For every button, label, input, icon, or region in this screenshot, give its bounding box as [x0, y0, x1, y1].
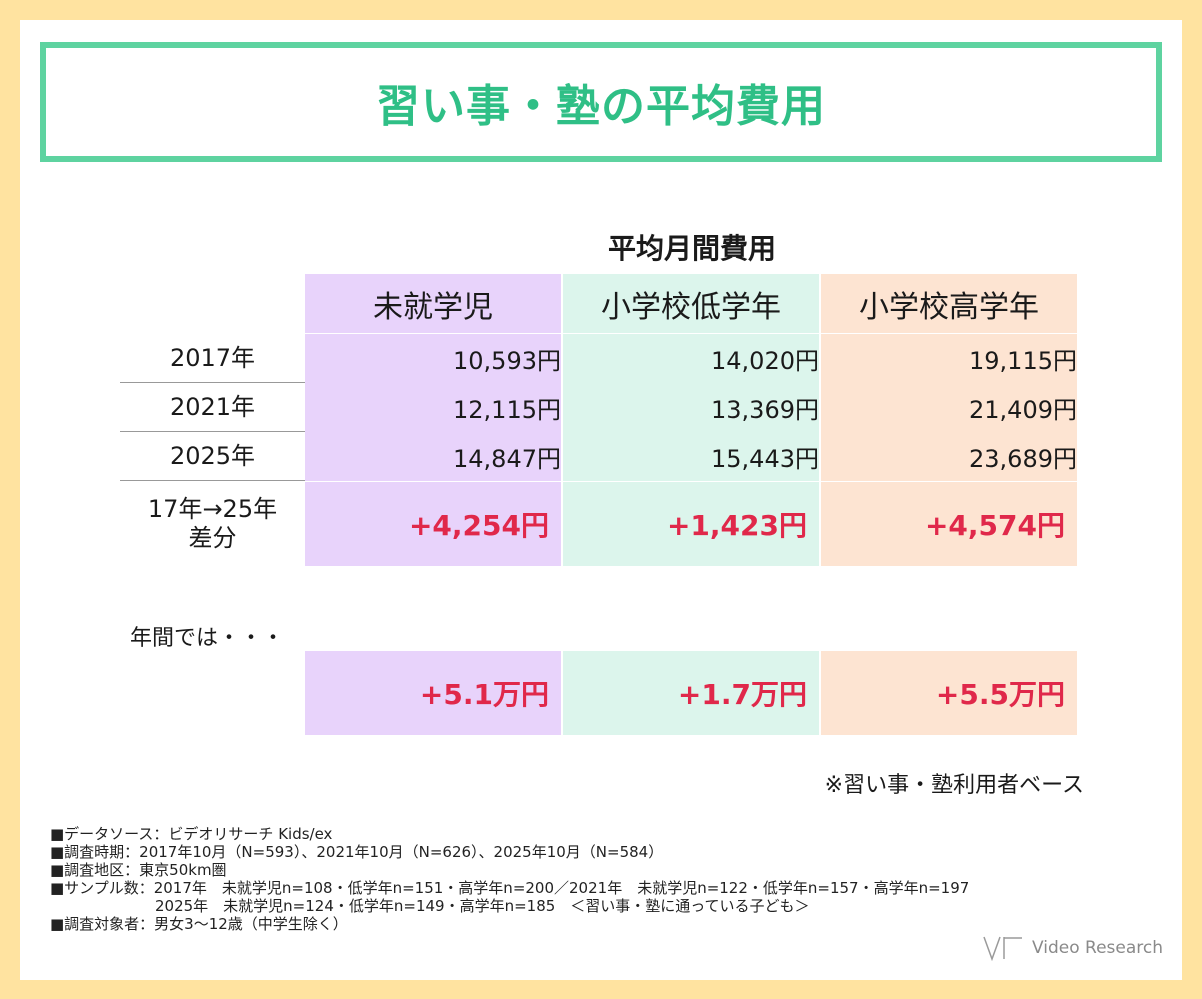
annual-cell: +5.5万円 [821, 651, 1077, 735]
annual-label: 年間では・・・ [130, 626, 285, 651]
diff-cell: +4,254円 [305, 482, 561, 566]
diff-cell: +1,423円 [563, 482, 819, 566]
table-cell: 12,115円 [305, 383, 561, 432]
table-cell: 21,409円 [821, 383, 1077, 432]
table-cell: 15,443円 [563, 432, 819, 481]
logo-mark-icon [983, 936, 1022, 961]
footnote-line: ■調査対象者：男女3～12歳（中学生除く） [50, 915, 348, 933]
footnote-line: ■サンプル数：2017年 未就学児n=108・低学年n=151・高学年n=200… [50, 879, 970, 897]
column-header-upper-elementary: 小学校高学年 [821, 274, 1077, 333]
footnote-line: ■データソース：ビデオリサーチ Kids/ex [50, 825, 333, 843]
usage-note: ※習い事・塾利用者ベース [824, 773, 1084, 798]
table-cell: 19,115円 [821, 334, 1077, 383]
page-title: 習い事・塾の平均費用 [376, 81, 826, 132]
main-card: 習い事・塾の平均費用 平均月間費用 未就学児 小学校低学年 小学校高学年 201… [20, 20, 1182, 980]
table-cell: 13,369円 [563, 383, 819, 432]
column-header-preschool: 未就学児 [305, 274, 561, 333]
footnote-line: 2025年 未就学児n=124・低学年n=149・高学年n=185 ＜習い事・塾… [50, 897, 810, 915]
footnote-line: ■調査時期：2017年10月（N=593）、2021年10月（N=626）、20… [50, 843, 664, 861]
table-cell: 14,020円 [563, 334, 819, 383]
diff-label-line2: 差分 [188, 524, 237, 552]
row-label-2025: 2025年 [169, 442, 256, 471]
table-subtitle: 平均月間費用 [607, 232, 776, 265]
annual-cell: +5.1万円 [305, 651, 561, 735]
logo-text: Video Research [1032, 938, 1164, 958]
footnote-line: ■調査地区：東京50km圏 [50, 861, 227, 879]
row-label-diff: 17年→25年 差分 [120, 482, 305, 566]
row-divider [120, 382, 305, 383]
video-research-logo: Video Research [982, 935, 1163, 961]
row-divider [120, 431, 305, 432]
table-cell: 14,847円 [305, 432, 561, 481]
annual-cell: +1.7万円 [563, 651, 819, 735]
row-label-2017: 2017年 [169, 344, 256, 373]
diff-cell: +4,574円 [821, 482, 1077, 566]
table-cell: 23,689円 [821, 432, 1077, 481]
diff-label-line1: 17年→25年 [147, 495, 278, 524]
footnotes: ■データソース：ビデオリサーチ Kids/ex ■調査時期：2017年10月（N… [50, 825, 969, 933]
row-divider [120, 480, 305, 481]
column-header-lower-elementary: 小学校低学年 [563, 274, 819, 333]
row-label-2021: 2021年 [169, 393, 256, 422]
table-cell: 10,593円 [305, 334, 561, 383]
title-banner: 習い事・塾の平均費用 [40, 42, 1162, 162]
